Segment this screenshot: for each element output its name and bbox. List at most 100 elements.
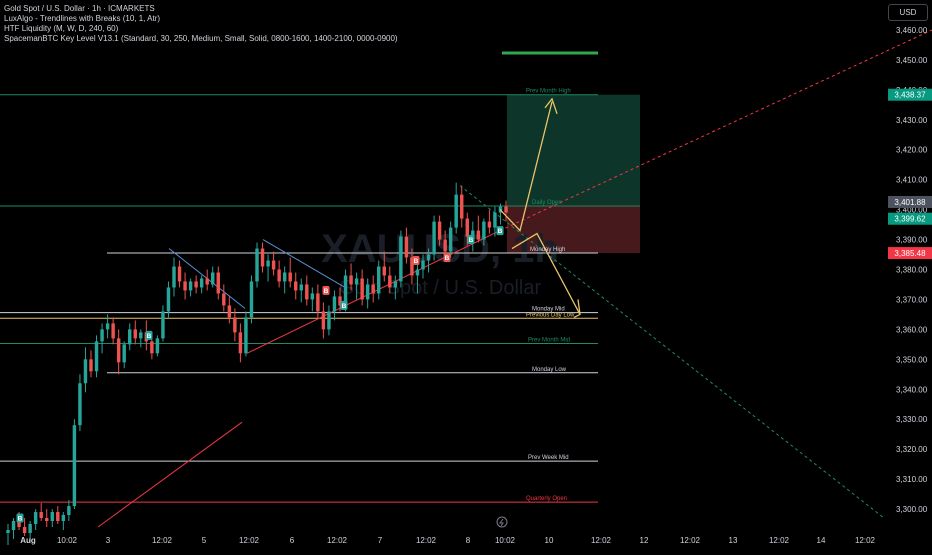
candle-body — [83, 359, 88, 384]
candle-body — [94, 341, 99, 372]
candle-body — [249, 281, 254, 318]
x-axis-tick-label: 5 — [202, 536, 207, 545]
candle-body — [482, 221, 486, 240]
x-axis-tick-label: 12:02 — [152, 536, 173, 545]
candle-body — [437, 221, 442, 240]
candle-body — [166, 287, 171, 312]
x-axis-tick-label: 13 — [729, 536, 738, 545]
candle-body — [338, 296, 342, 306]
candle-body — [128, 329, 132, 345]
candle-body — [382, 266, 386, 276]
x-axis-tick-label: 10:02 — [495, 536, 516, 545]
x-axis-tick-label: 8 — [466, 536, 471, 545]
bearish-projection-path — [511, 232, 581, 315]
support-trendline-lower — [97, 421, 243, 528]
monday-mid-label: Monday Mid — [532, 307, 565, 313]
x-axis-tick-label: 7 — [378, 536, 383, 545]
candle-body — [288, 272, 292, 282]
candle-body — [211, 272, 215, 285]
candle-body — [415, 269, 420, 276]
price-tag-target-label: 3,438.37 — [894, 91, 926, 100]
candle-body — [233, 317, 237, 333]
replay-icon — [496, 516, 508, 528]
x-axis-tick-label: 12:02 — [327, 536, 348, 545]
take-profit-zone — [507, 94, 640, 206]
candle-body — [22, 527, 27, 533]
candle-body — [343, 275, 348, 306]
break-signal-label: B — [342, 303, 347, 310]
bearish-projection-arrowhead — [573, 299, 581, 318]
break-signal-label: B — [469, 237, 474, 244]
candle-body — [388, 275, 392, 288]
candle-body — [17, 521, 21, 528]
break-signal-badge — [16, 513, 24, 523]
y-axis-tick-label: 3,400.00 — [896, 206, 928, 215]
candle-body — [310, 293, 315, 300]
y-axis-tick-label: 3,330.00 — [896, 415, 928, 424]
legend-title[interactable]: Gold Spot / U.S. Dollar · 1h · ICMARKETS — [4, 4, 155, 13]
y-axis-tick-label: 3,450.00 — [896, 56, 928, 65]
y-axis-tick-label: 3,420.00 — [896, 146, 928, 155]
chart-legend: Gold Spot / U.S. Dollar · 1h · ICMARKETS… — [4, 4, 398, 44]
candle-body — [404, 236, 409, 258]
lightning-icon — [499, 518, 504, 527]
candle-body — [199, 278, 204, 288]
break-signal-badge — [496, 226, 504, 236]
candle-body — [487, 221, 492, 228]
break-signal-label: B — [147, 333, 152, 340]
candle-body — [271, 260, 276, 270]
candle-body — [50, 512, 54, 522]
break-signal-label: B — [324, 288, 329, 295]
y-axis-tick-label: 3,320.00 — [896, 445, 928, 454]
break-signal-badge — [412, 256, 420, 266]
price-tag-last — [888, 212, 932, 225]
candle-body — [227, 305, 232, 318]
candle-body — [448, 227, 453, 252]
candle-body — [365, 284, 370, 300]
legend-indicator-key-levels[interactable]: SpacemanBTC Key Level V13.1 (Standard, 3… — [4, 34, 398, 43]
candle-body — [216, 272, 220, 294]
candle-body — [255, 248, 259, 282]
x-axis-tick-label: 12:02 — [416, 536, 437, 545]
x-axis-tick-label: 12:02 — [591, 536, 612, 545]
candle-body — [360, 278, 364, 300]
candle-body — [111, 323, 115, 339]
prev-month-mid-label: Prev Month Mid — [528, 337, 570, 343]
candle-body — [282, 272, 287, 282]
y-axis-tick-label: 3,410.00 — [896, 176, 928, 185]
candle-body — [460, 194, 464, 219]
y-axis-tick-label: 3,460.00 — [896, 26, 928, 35]
x-axis-tick-label: 12:02 — [239, 536, 260, 545]
candle-body — [155, 338, 160, 354]
monday-high-label: Monday High — [530, 247, 565, 253]
candle-body — [177, 266, 182, 282]
break-signal-badge — [145, 330, 153, 340]
quarterly-open-label: Quarterly Open — [526, 496, 567, 502]
currency-button[interactable]: USD — [888, 4, 928, 21]
y-axis-tick-label: 3,430.00 — [896, 116, 928, 125]
candle-body — [504, 206, 508, 213]
candle-body — [321, 311, 326, 330]
candle-body — [6, 530, 10, 533]
candle-body — [39, 512, 43, 519]
candle-body — [188, 281, 193, 291]
candle-body — [454, 194, 458, 228]
candle-body — [45, 518, 49, 522]
break-signal-label: B — [445, 255, 450, 262]
candle-body — [277, 269, 281, 282]
candle-body — [67, 506, 71, 516]
x-axis-tick-label: Aug — [20, 536, 36, 545]
candle-body — [78, 383, 82, 426]
candle-body — [172, 266, 176, 288]
candle-body — [56, 512, 60, 522]
break-signal-badge — [322, 285, 330, 295]
y-axis-tick-label: 3,340.00 — [896, 385, 928, 394]
daily-open-label: Daily Open — [532, 200, 562, 206]
candle-body — [299, 284, 303, 291]
candle-body — [89, 359, 93, 372]
legend-indicator-trendlines[interactable]: LuxAlgo - Trendlines with Breaks (10, 1,… — [4, 14, 161, 23]
legend-indicator-htf-liquidity[interactable]: HTF Liquidity (M, W, D, 240, 60) — [4, 24, 119, 33]
candle-body — [72, 425, 77, 507]
